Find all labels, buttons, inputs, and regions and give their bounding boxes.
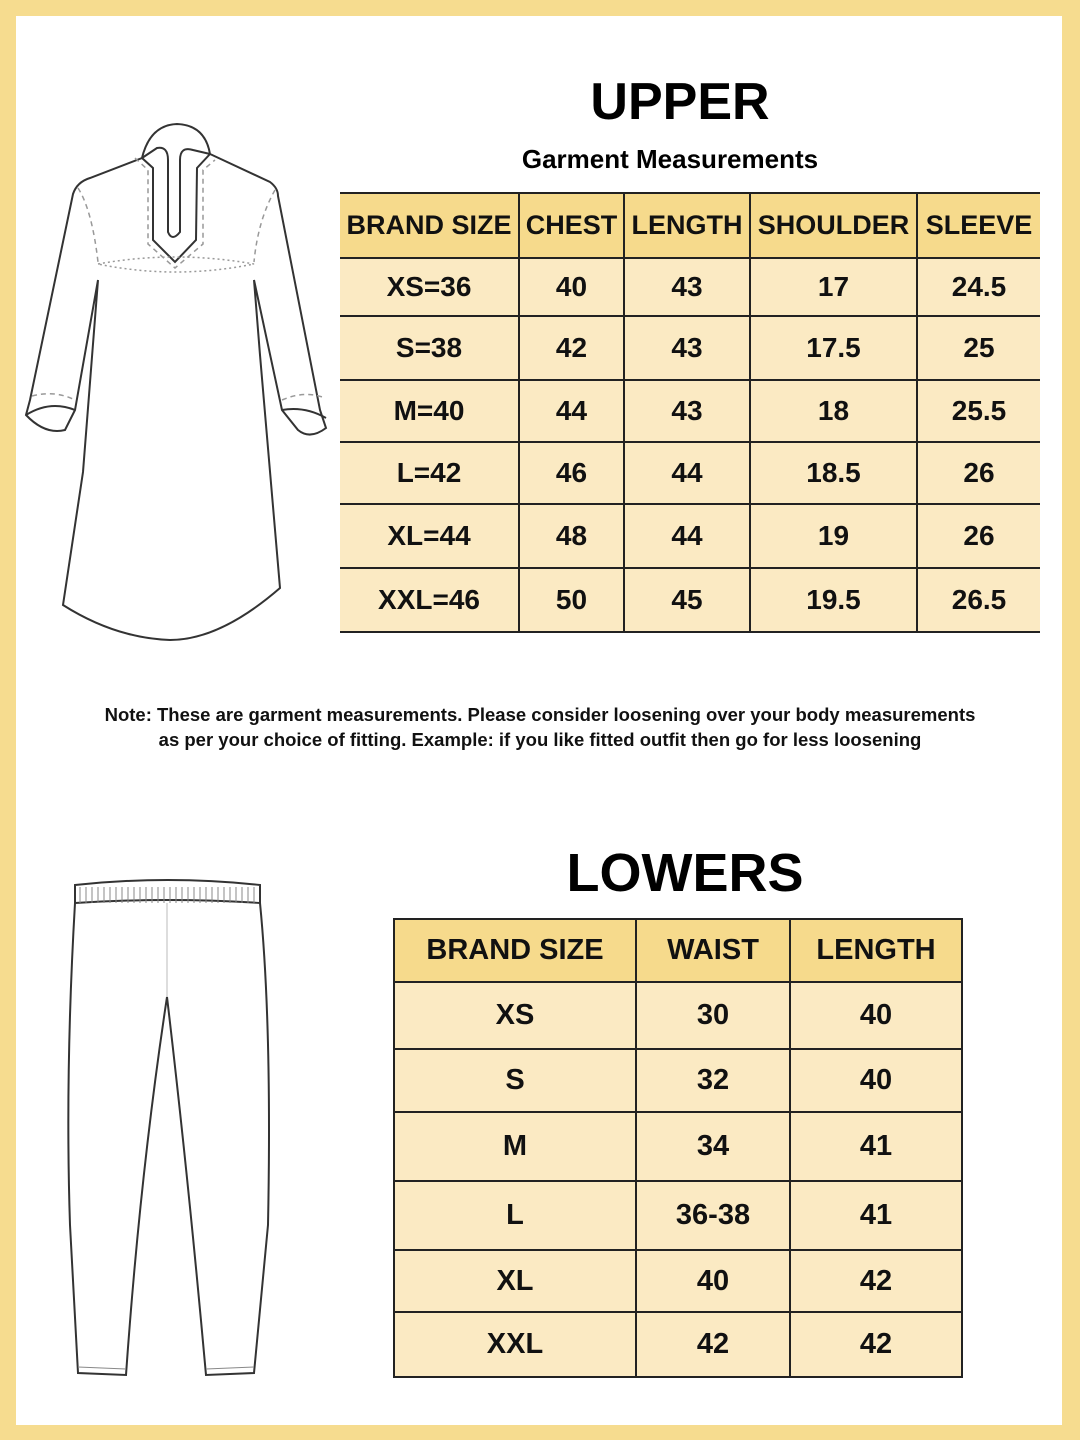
- cell: 43: [623, 379, 751, 443]
- cell: 40: [518, 257, 625, 317]
- cell: 24.5: [916, 257, 1040, 317]
- header-chest: CHEST: [518, 192, 625, 259]
- cell: XS=36: [340, 257, 520, 317]
- cell: 42: [635, 1311, 791, 1378]
- table-row: S=38 42 43 17.5 25: [340, 315, 1040, 381]
- cell: L=42: [340, 441, 520, 505]
- header-shoulder: SHOULDER: [749, 192, 918, 259]
- cell: 17.5: [749, 315, 918, 381]
- header-length: LENGTH: [789, 918, 963, 983]
- lowers-size-table: BRAND SIZE WAIST LENGTH XS 30 40 S 32 40 M 34…: [393, 918, 963, 1378]
- header-brand-size: BRAND SIZE: [340, 192, 520, 259]
- cell: 46: [518, 441, 625, 505]
- table-row: XL=44 48 44 19 26: [340, 503, 1040, 569]
- cell: 26: [916, 503, 1040, 569]
- cell: 17: [749, 257, 918, 317]
- cell: XL: [393, 1249, 637, 1313]
- cell: XL=44: [340, 503, 520, 569]
- table-row: M 34 41: [393, 1111, 963, 1182]
- cell: 25.5: [916, 379, 1040, 443]
- cell: 19.5: [749, 567, 918, 633]
- table-row: XS=36 40 43 17 24.5: [340, 257, 1040, 317]
- cell: 45: [623, 567, 751, 633]
- kurta-illustration: [24, 122, 328, 642]
- header-sleeve: SLEEVE: [916, 192, 1040, 259]
- cell: 42: [789, 1311, 963, 1378]
- cell: M=40: [340, 379, 520, 443]
- upper-subtitle: Garment Measurements: [521, 144, 819, 174]
- cell: 32: [635, 1048, 791, 1113]
- cell: 41: [789, 1180, 963, 1251]
- cell: 42: [518, 315, 625, 381]
- cell: 44: [623, 441, 751, 505]
- cell: 40: [789, 1048, 963, 1113]
- cell: S: [393, 1048, 637, 1113]
- upper-size-table: BRAND SIZE CHEST LENGTH SHOULDER SLEEVE …: [340, 192, 1040, 633]
- cell: L: [393, 1180, 637, 1251]
- cell: 34: [635, 1111, 791, 1182]
- table-row: XXL=46 50 45 19.5 26.5: [340, 567, 1040, 633]
- cell: 43: [623, 315, 751, 381]
- cell: 40: [789, 981, 963, 1050]
- upper-title: UPPER: [590, 73, 770, 131]
- cell: 48: [518, 503, 625, 569]
- cell: 44: [623, 503, 751, 569]
- cell: XXL=46: [340, 567, 520, 633]
- table-row: XS 30 40: [393, 981, 963, 1050]
- pants-illustration: [67, 879, 270, 1377]
- table-row: XXL 42 42: [393, 1311, 963, 1378]
- table-row: M=40 44 43 18 25.5: [340, 379, 1040, 443]
- cell: S=38: [340, 315, 520, 381]
- upper-header-row: BRAND SIZE CHEST LENGTH SHOULDER SLEEVE: [340, 192, 1040, 259]
- table-row: L 36-38 41: [393, 1180, 963, 1251]
- cell: 18.5: [749, 441, 918, 505]
- header-brand-size: BRAND SIZE: [393, 918, 637, 983]
- table-row: L=42 46 44 18.5 26: [340, 441, 1040, 505]
- lowers-title: LOWERS: [566, 843, 804, 903]
- note-line-2: as per your choice of fitting. Example: …: [158, 729, 922, 750]
- table-row: S 32 40: [393, 1048, 963, 1113]
- cell: XXL: [393, 1311, 637, 1378]
- cell: M: [393, 1111, 637, 1182]
- cell: 50: [518, 567, 625, 633]
- cell: 40: [635, 1249, 791, 1313]
- cell: 44: [518, 379, 625, 443]
- header-waist: WAIST: [635, 918, 791, 983]
- measurement-note: Note: These are garment measurements. Pl…: [25, 702, 1055, 752]
- cell: 26: [916, 441, 1040, 505]
- note-line-1: Note: These are garment measurements. Pl…: [104, 704, 976, 725]
- cell: 26.5: [916, 567, 1040, 633]
- header-length: LENGTH: [623, 192, 751, 259]
- cell: 43: [623, 257, 751, 317]
- cell: 18: [749, 379, 918, 443]
- table-row: XL 40 42: [393, 1249, 963, 1313]
- cell: XS: [393, 981, 637, 1050]
- cell: 30: [635, 981, 791, 1050]
- cell: 36-38: [635, 1180, 791, 1251]
- cell: 25: [916, 315, 1040, 381]
- lowers-header-row: BRAND SIZE WAIST LENGTH: [393, 918, 963, 983]
- cell: 41: [789, 1111, 963, 1182]
- cell: 19: [749, 503, 918, 569]
- cell: 42: [789, 1249, 963, 1313]
